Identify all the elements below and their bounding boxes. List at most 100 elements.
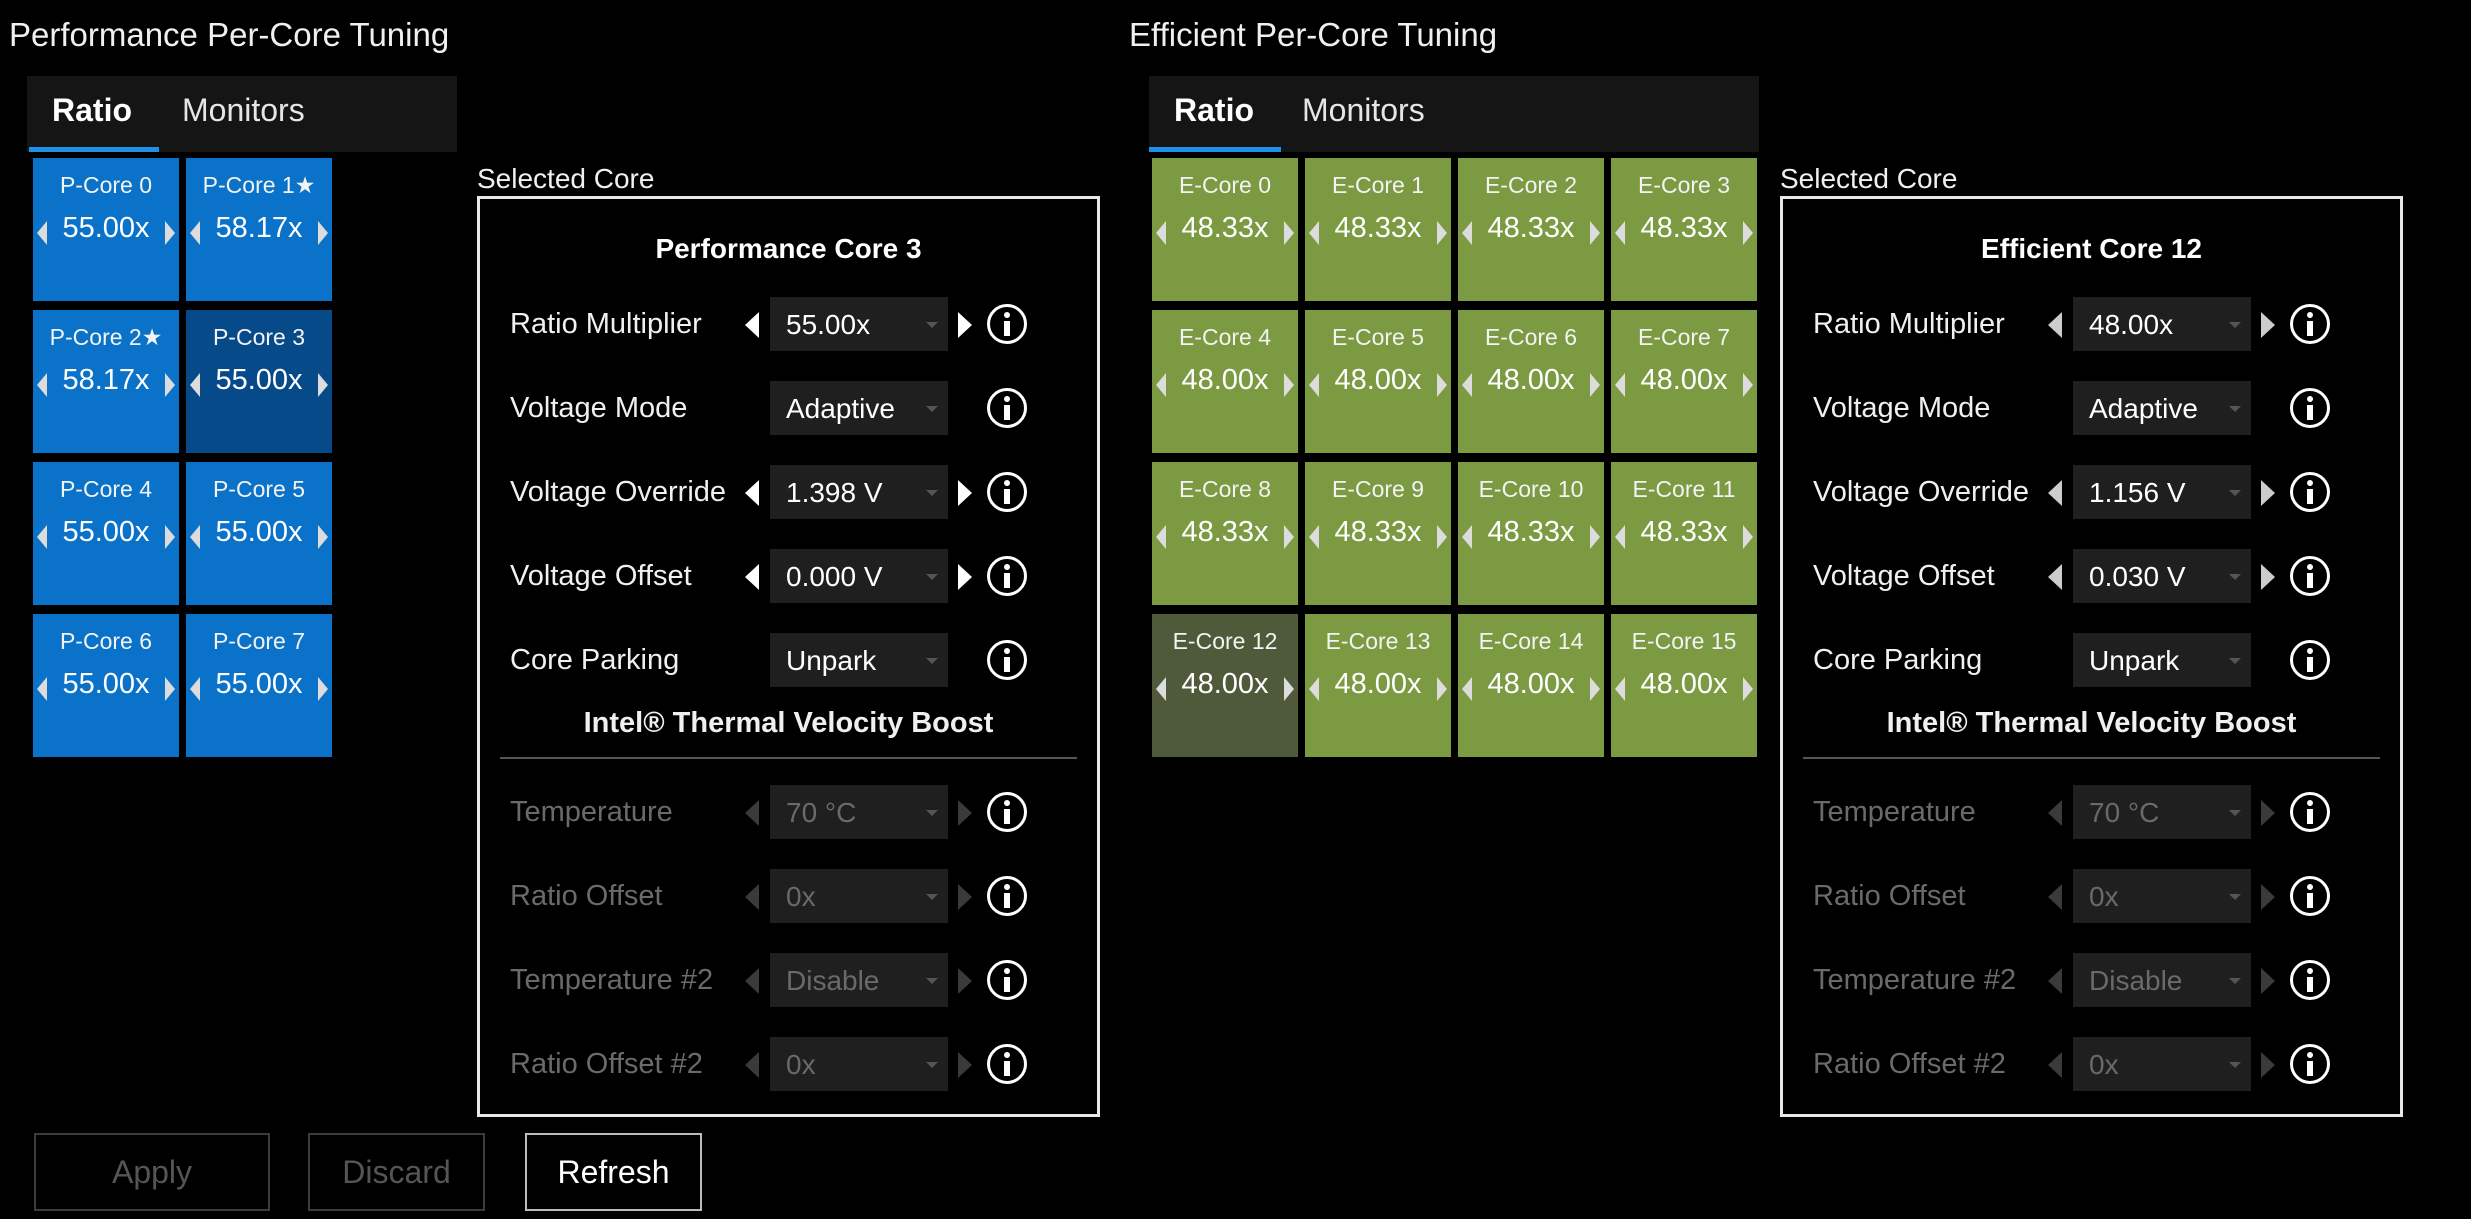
increase-arrow-icon[interactable]	[318, 373, 328, 397]
decrease-arrow-icon[interactable]	[1156, 221, 1166, 245]
performance-tab-ratio[interactable]: Ratio	[52, 92, 132, 128]
increase-arrow-icon[interactable]	[1437, 221, 1447, 245]
increase-arrow-icon[interactable]	[1743, 373, 1753, 397]
decrease-arrow-icon[interactable]	[1462, 677, 1472, 701]
increase-arrow-icon[interactable]	[1743, 221, 1753, 245]
info-icon[interactable]	[2290, 304, 2330, 344]
decrease-arrow-icon[interactable]	[2048, 564, 2062, 590]
info-icon[interactable]	[987, 960, 1027, 1000]
decrease-arrow-icon[interactable]	[1615, 221, 1625, 245]
info-icon[interactable]	[987, 1044, 1027, 1084]
decrease-arrow-icon[interactable]	[37, 677, 47, 701]
increase-arrow-icon[interactable]	[1743, 525, 1753, 549]
decrease-arrow-icon[interactable]	[190, 221, 200, 245]
decrease-arrow-icon[interactable]	[37, 221, 47, 245]
e-core-tile[interactable]: E-Core 7 48.00x	[1611, 310, 1757, 453]
p-core-tile[interactable]: P-Core 4 55.00x	[33, 462, 179, 605]
info-icon[interactable]	[2290, 792, 2330, 832]
p-core-tile[interactable]: P-Core 5 55.00x	[186, 462, 332, 605]
increase-arrow-icon[interactable]	[1284, 525, 1294, 549]
p-core-tile[interactable]: P-Core 2★ 58.17x	[33, 310, 179, 453]
increase-arrow-icon[interactable]	[1437, 677, 1447, 701]
decrease-arrow-icon[interactable]	[1615, 525, 1625, 549]
increase-arrow-icon[interactable]	[1284, 677, 1294, 701]
e-core-tile[interactable]: E-Core 15 48.00x	[1611, 614, 1757, 757]
e-core-tile[interactable]: E-Core 1 48.33x	[1305, 158, 1451, 301]
decrease-arrow-icon[interactable]	[1156, 373, 1166, 397]
voltage-offset-dropdown[interactable]: 0.030 V	[2073, 549, 2251, 603]
ratio-multiplier-dropdown[interactable]: 55.00x	[770, 297, 948, 351]
performance-tab-monitors[interactable]: Monitors	[182, 92, 305, 128]
voltage-override-dropdown[interactable]: 1.156 V	[2073, 465, 2251, 519]
decrease-arrow-icon[interactable]	[2048, 480, 2062, 506]
decrease-arrow-icon[interactable]	[190, 677, 200, 701]
e-core-tile[interactable]: E-Core 0 48.33x	[1152, 158, 1298, 301]
p-core-tile[interactable]: P-Core 6 55.00x	[33, 614, 179, 757]
info-icon[interactable]	[987, 640, 1027, 680]
info-icon[interactable]	[987, 792, 1027, 832]
increase-arrow-icon[interactable]	[1284, 221, 1294, 245]
increase-arrow-icon[interactable]	[318, 221, 328, 245]
e-core-tile[interactable]: E-Core 3 48.33x	[1611, 158, 1757, 301]
decrease-arrow-icon[interactable]	[190, 525, 200, 549]
info-icon[interactable]	[2290, 556, 2330, 596]
efficient-tab-monitors[interactable]: Monitors	[1302, 92, 1425, 128]
increase-arrow-icon[interactable]	[318, 525, 328, 549]
e-core-tile[interactable]: E-Core 14 48.00x	[1458, 614, 1604, 757]
p-core-tile[interactable]: P-Core 7 55.00x	[186, 614, 332, 757]
voltage-mode-dropdown[interactable]: Adaptive	[770, 381, 948, 435]
e-core-tile[interactable]: E-Core 13 48.00x	[1305, 614, 1451, 757]
decrease-arrow-icon[interactable]	[1156, 677, 1166, 701]
increase-arrow-icon[interactable]	[165, 221, 175, 245]
decrease-arrow-icon[interactable]	[37, 525, 47, 549]
e-core-tile[interactable]: E-Core 5 48.00x	[1305, 310, 1451, 453]
decrease-arrow-icon[interactable]	[745, 480, 759, 506]
voltage-mode-dropdown[interactable]: Adaptive	[2073, 381, 2251, 435]
decrease-arrow-icon[interactable]	[1156, 525, 1166, 549]
info-icon[interactable]	[987, 472, 1027, 512]
increase-arrow-icon[interactable]	[165, 677, 175, 701]
info-icon[interactable]	[2290, 876, 2330, 916]
e-core-tile[interactable]: E-Core 11 48.33x	[1611, 462, 1757, 605]
info-icon[interactable]	[987, 556, 1027, 596]
info-icon[interactable]	[987, 388, 1027, 428]
decrease-arrow-icon[interactable]	[1462, 221, 1472, 245]
decrease-arrow-icon[interactable]	[1309, 221, 1319, 245]
voltage-offset-dropdown[interactable]: 0.000 V	[770, 549, 948, 603]
voltage-override-dropdown[interactable]: 1.398 V	[770, 465, 948, 519]
increase-arrow-icon[interactable]	[958, 312, 972, 338]
decrease-arrow-icon[interactable]	[190, 373, 200, 397]
decrease-arrow-icon[interactable]	[745, 312, 759, 338]
e-core-tile[interactable]: E-Core 8 48.33x	[1152, 462, 1298, 605]
info-icon[interactable]	[2290, 472, 2330, 512]
e-core-tile[interactable]: E-Core 10 48.33x	[1458, 462, 1604, 605]
decrease-arrow-icon[interactable]	[1462, 373, 1472, 397]
e-core-tile-selected[interactable]: E-Core 12 48.00x	[1152, 614, 1298, 757]
core-parking-dropdown[interactable]: Unpark	[770, 633, 948, 687]
info-icon[interactable]	[987, 876, 1027, 916]
p-core-tile[interactable]: P-Core 0 55.00x	[33, 158, 179, 301]
e-core-tile[interactable]: E-Core 4 48.00x	[1152, 310, 1298, 453]
increase-arrow-icon[interactable]	[318, 677, 328, 701]
increase-arrow-icon[interactable]	[1590, 221, 1600, 245]
e-core-tile[interactable]: E-Core 2 48.33x	[1458, 158, 1604, 301]
decrease-arrow-icon[interactable]	[1462, 525, 1472, 549]
increase-arrow-icon[interactable]	[1284, 373, 1294, 397]
decrease-arrow-icon[interactable]	[37, 373, 47, 397]
refresh-button[interactable]: Refresh	[525, 1133, 702, 1211]
increase-arrow-icon[interactable]	[1743, 677, 1753, 701]
efficient-tab-ratio[interactable]: Ratio	[1174, 92, 1254, 128]
ratio-multiplier-dropdown[interactable]: 48.00x	[2073, 297, 2251, 351]
p-core-tile[interactable]: P-Core 1★ 58.17x	[186, 158, 332, 301]
p-core-tile-selected[interactable]: P-Core 3 55.00x	[186, 310, 332, 453]
increase-arrow-icon[interactable]	[958, 564, 972, 590]
increase-arrow-icon[interactable]	[165, 373, 175, 397]
increase-arrow-icon[interactable]	[1437, 373, 1447, 397]
decrease-arrow-icon[interactable]	[1309, 677, 1319, 701]
increase-arrow-icon[interactable]	[2261, 480, 2275, 506]
info-icon[interactable]	[2290, 960, 2330, 1000]
increase-arrow-icon[interactable]	[1590, 373, 1600, 397]
decrease-arrow-icon[interactable]	[1309, 525, 1319, 549]
info-icon[interactable]	[2290, 1044, 2330, 1084]
increase-arrow-icon[interactable]	[1437, 525, 1447, 549]
